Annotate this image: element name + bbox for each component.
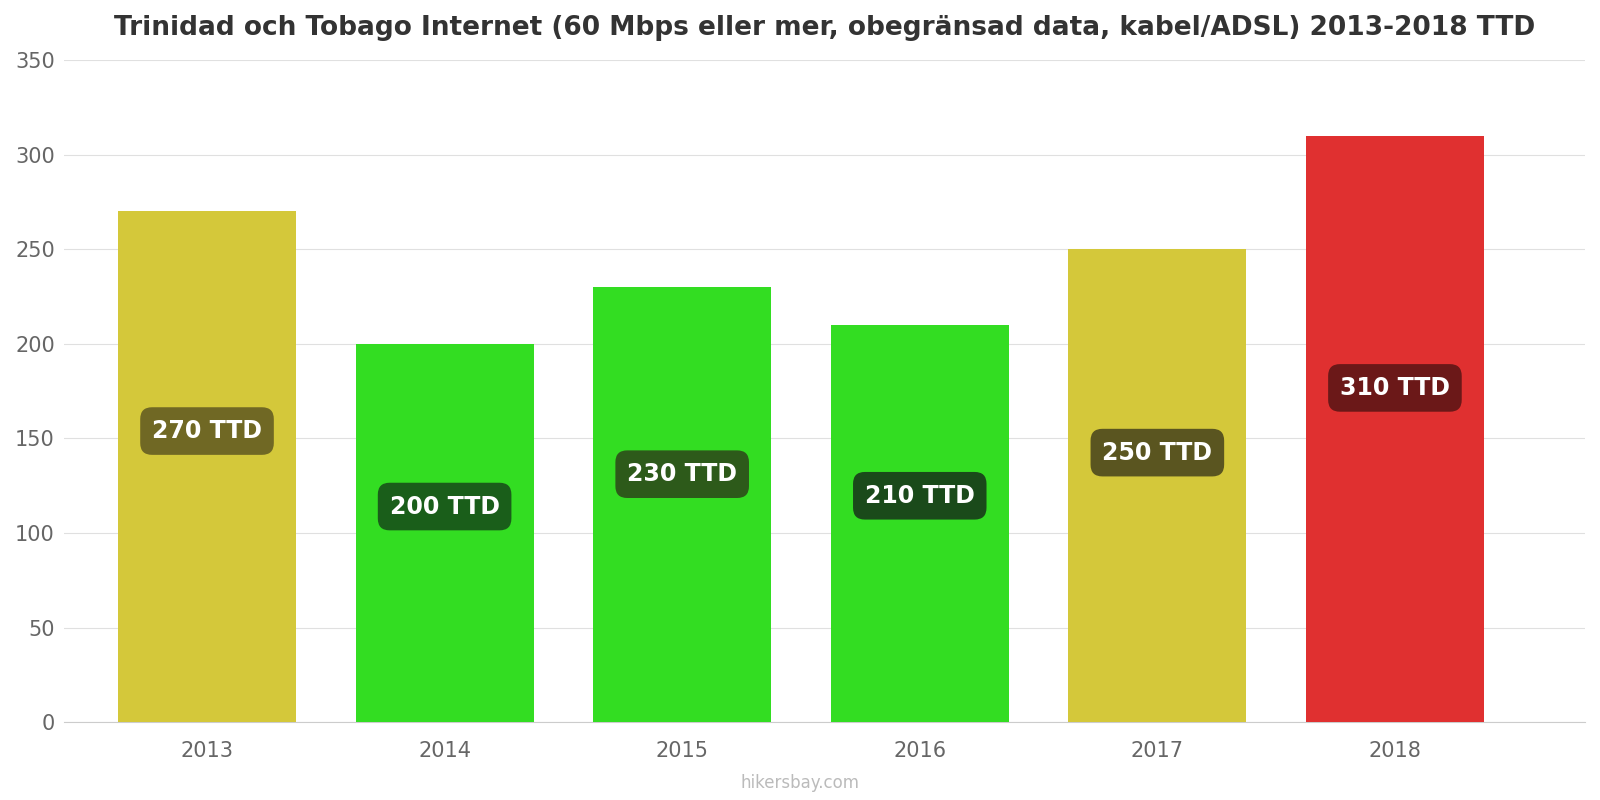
Bar [1069, 250, 1246, 722]
Bar [830, 325, 1010, 722]
Bar [355, 344, 534, 722]
Text: hikersbay.com: hikersbay.com [741, 774, 859, 792]
Text: 230 TTD: 230 TTD [627, 462, 738, 486]
Title: Trinidad och Tobago Internet (60 Mbps eller mer, obegränsad data, kabel/ADSL) 20: Trinidad och Tobago Internet (60 Mbps el… [114, 15, 1536, 41]
Bar [118, 211, 296, 722]
Text: 270 TTD: 270 TTD [152, 419, 262, 443]
Text: 250 TTD: 250 TTD [1102, 441, 1213, 465]
Text: 310 TTD: 310 TTD [1339, 376, 1450, 400]
Text: 210 TTD: 210 TTD [866, 484, 974, 508]
Bar [594, 287, 771, 722]
Bar [1306, 136, 1485, 722]
Text: 200 TTD: 200 TTD [390, 494, 499, 518]
